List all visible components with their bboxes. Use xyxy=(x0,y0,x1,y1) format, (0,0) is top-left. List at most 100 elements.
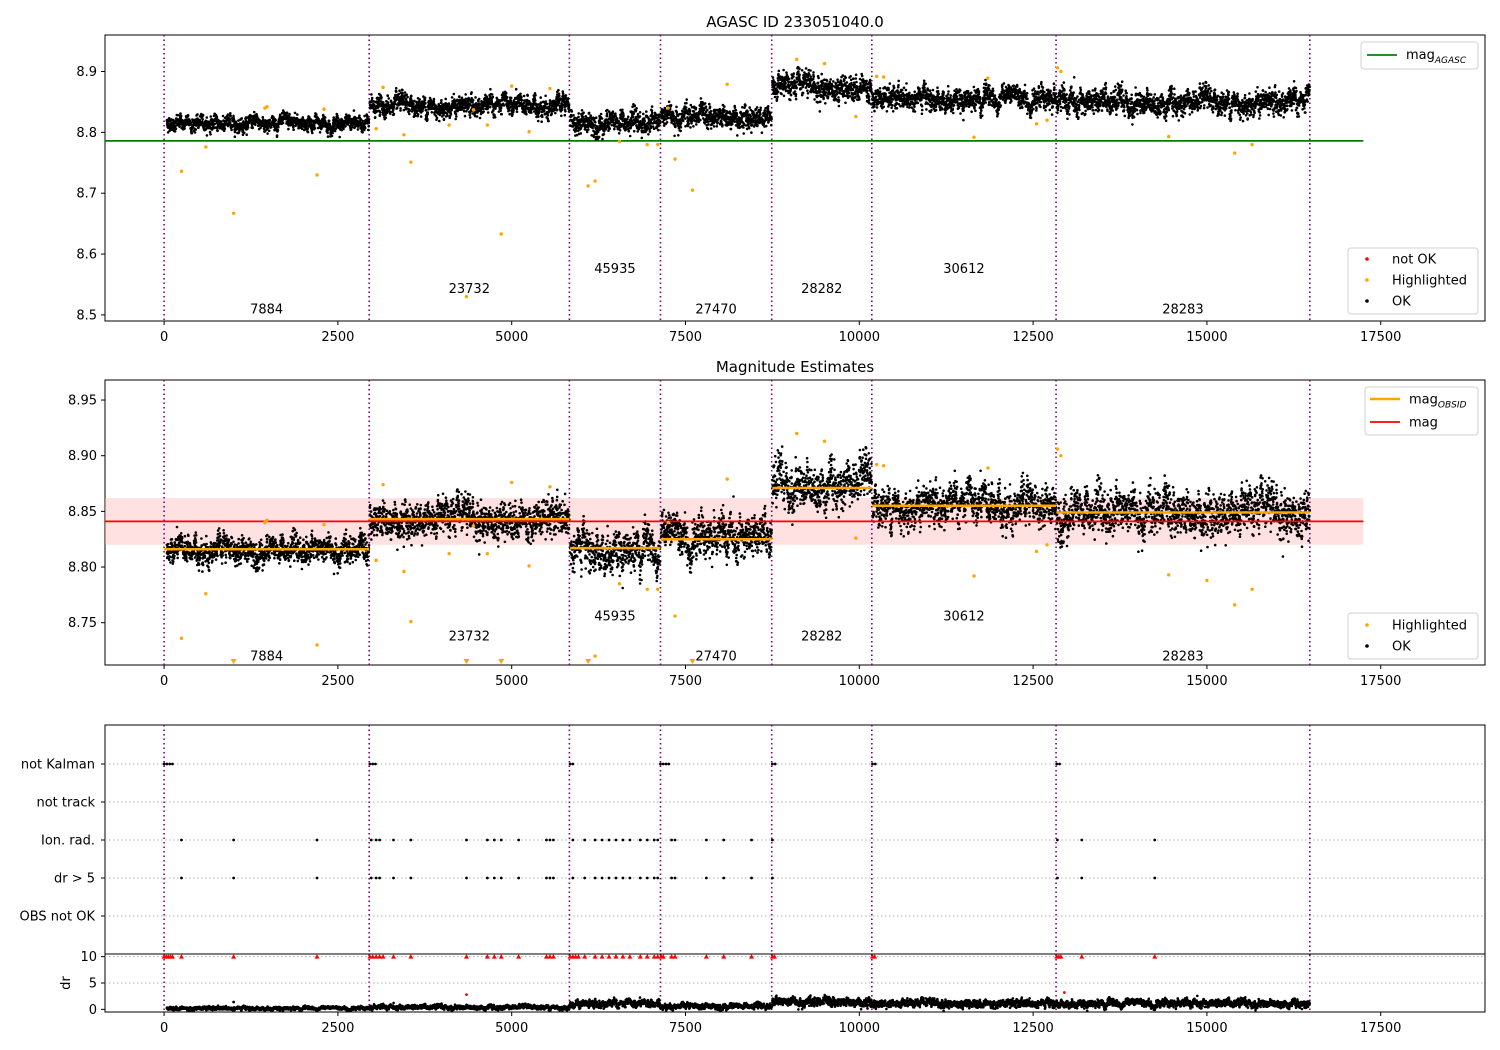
ok-point xyxy=(913,110,917,113)
ok-point xyxy=(515,110,519,113)
ok-point xyxy=(874,95,878,99)
ok-point xyxy=(435,116,439,120)
agasc-magnitude-panel: AGASC ID 233051040.078842373245935274702… xyxy=(76,13,1486,345)
ok-point xyxy=(650,105,654,108)
ok-point xyxy=(819,100,822,103)
ok-point xyxy=(370,93,373,96)
ok-point xyxy=(336,114,339,117)
ok-point xyxy=(925,108,928,111)
ok-point xyxy=(216,129,219,132)
ok-point xyxy=(692,110,696,113)
ok-point xyxy=(806,96,809,100)
ok-point xyxy=(580,109,584,112)
ok-point xyxy=(690,122,693,125)
ok-point xyxy=(916,101,920,105)
ok-point xyxy=(921,96,924,100)
ok-point xyxy=(776,79,780,82)
ok-point xyxy=(669,104,673,107)
ok-point xyxy=(311,131,314,135)
ok-point xyxy=(860,74,864,78)
ok-point xyxy=(635,107,638,110)
ok-point xyxy=(621,108,624,112)
ok-point xyxy=(293,111,297,115)
ok-point xyxy=(386,101,390,104)
ok-point xyxy=(418,98,422,101)
ok-point xyxy=(449,113,453,116)
ok-point xyxy=(873,105,876,108)
ok-point xyxy=(270,125,273,129)
ok-point xyxy=(887,88,890,92)
ok-point xyxy=(490,93,494,96)
ok-point xyxy=(292,128,295,131)
ok-point xyxy=(549,102,552,106)
ok-point xyxy=(749,115,753,118)
ok-point xyxy=(438,119,441,123)
ok-point xyxy=(904,88,908,92)
ok-point xyxy=(566,100,570,104)
ok-point xyxy=(884,92,887,96)
ok-point xyxy=(176,113,180,117)
ok-point xyxy=(908,91,911,95)
ok-point xyxy=(820,72,823,76)
ok-point xyxy=(721,123,724,127)
ok-point xyxy=(213,122,217,126)
ok-point xyxy=(640,126,644,130)
ok-point xyxy=(905,82,908,85)
ok-point xyxy=(831,84,835,88)
ok-point xyxy=(632,129,636,133)
ok-point xyxy=(471,101,474,104)
ok-point xyxy=(408,109,412,112)
ok-point xyxy=(626,115,630,119)
ok-point xyxy=(489,87,492,91)
ok-point xyxy=(736,134,739,137)
ok-point xyxy=(795,86,798,89)
ok-point xyxy=(242,131,246,135)
ok-point xyxy=(703,102,707,105)
ok-point xyxy=(638,111,642,114)
ok-point xyxy=(829,78,832,81)
ok-point xyxy=(890,100,893,104)
ok-point xyxy=(414,114,417,117)
ok-point xyxy=(921,93,925,97)
ok-point xyxy=(605,114,609,118)
ok-point xyxy=(348,114,351,118)
ok-point xyxy=(685,98,688,101)
ok-point xyxy=(482,110,485,113)
ok-point xyxy=(708,105,712,109)
ok-point xyxy=(582,111,585,114)
ok-point xyxy=(769,111,772,115)
ok-point xyxy=(463,114,467,118)
ok-point xyxy=(826,95,830,98)
ok-point xyxy=(378,110,382,114)
ok-point xyxy=(179,116,183,120)
ok-point xyxy=(852,99,856,103)
ok-point xyxy=(813,98,816,101)
ok-point xyxy=(806,92,810,95)
ok-point xyxy=(771,76,775,79)
ok-point xyxy=(699,97,703,100)
ok-point xyxy=(537,115,540,118)
ok-point xyxy=(706,127,710,131)
ok-point xyxy=(832,80,835,83)
ok-point xyxy=(750,131,753,134)
ok-point xyxy=(408,112,411,116)
ok-point xyxy=(775,97,779,101)
ok-point xyxy=(344,125,347,128)
ok-point xyxy=(394,86,398,90)
ok-point xyxy=(855,80,858,84)
ok-point xyxy=(615,117,619,120)
ok-point xyxy=(897,79,900,83)
ok-point xyxy=(536,119,540,123)
ok-point xyxy=(709,110,713,113)
ok-point xyxy=(873,109,876,113)
ok-point xyxy=(261,118,265,121)
ok-point xyxy=(342,127,345,131)
ok-point xyxy=(323,116,327,119)
ok-point xyxy=(617,132,621,135)
ok-point xyxy=(650,111,654,115)
ok-point xyxy=(742,132,745,135)
ok-point xyxy=(858,97,861,101)
ok-point xyxy=(237,119,240,122)
ok-point xyxy=(920,104,924,108)
ok-point xyxy=(444,97,448,101)
